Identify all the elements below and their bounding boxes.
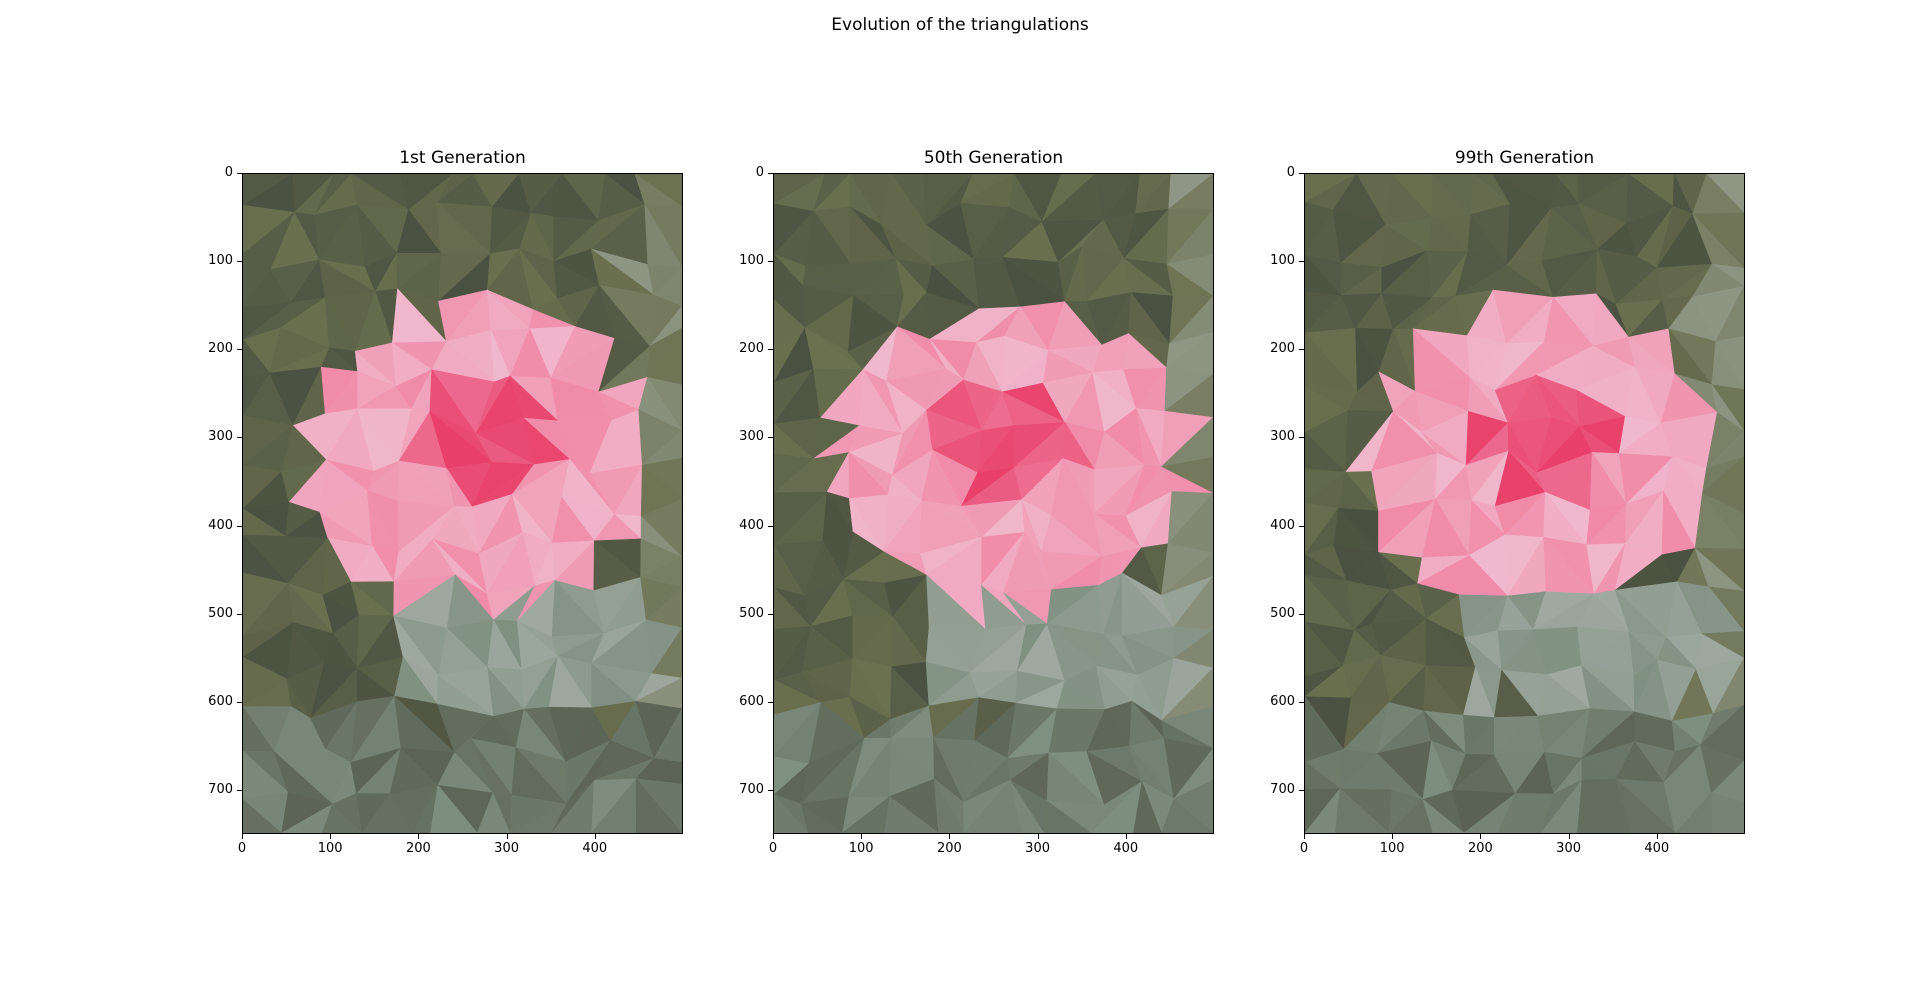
y-tick-mark	[237, 261, 242, 263]
x-tick-mark	[506, 834, 508, 839]
y-tick-mark	[768, 789, 773, 791]
y-tick-mark	[237, 789, 242, 791]
y-tick-label: 100	[1270, 253, 1295, 269]
y-tick-mark	[768, 613, 773, 615]
y-tick-mark	[1299, 525, 1304, 527]
y-tick-mark	[1299, 173, 1304, 174]
x-tick-label: 0	[1299, 841, 1309, 856]
x-tick-mark	[418, 834, 420, 839]
y-tick-label: 200	[739, 341, 764, 357]
y-tick-label: 700	[1270, 781, 1295, 797]
y-tick-mark	[237, 173, 242, 174]
y-tick-mark	[1299, 701, 1304, 703]
triangulated-pink-flower-icon	[774, 174, 1213, 833]
y-tick-mark	[768, 701, 773, 703]
y-tick-label: 700	[739, 781, 764, 797]
x-tick-mark	[1125, 834, 1127, 839]
triangulated-image	[242, 173, 683, 834]
x-tick-label: 300	[494, 841, 519, 856]
figure-suptitle: Evolution of the triangulations	[831, 15, 1089, 35]
triangulated-pink-flower-icon	[1305, 174, 1744, 833]
triangulated-image	[773, 173, 1214, 834]
y-tick-mark	[768, 437, 773, 439]
y-tick-label: 300	[208, 429, 233, 445]
x-tick-label: 200	[1467, 841, 1493, 856]
x-tick-label: 0	[768, 841, 778, 856]
y-tick-label: 300	[1270, 429, 1295, 445]
y-tick-label: 600	[1270, 693, 1295, 709]
panel-title: 1st Generation	[399, 148, 526, 168]
y-tick-mark	[1299, 437, 1304, 439]
x-tick-mark	[861, 834, 863, 839]
panel-title: 99th Generation	[1454, 148, 1595, 168]
y-tick-mark	[1299, 613, 1304, 615]
x-tick-label: 200	[936, 841, 962, 856]
y-tick-label: 500	[1270, 605, 1295, 621]
y-tick-label: 600	[739, 693, 764, 709]
y-tick-label: 100	[739, 253, 764, 269]
x-tick-label: 200	[405, 841, 431, 856]
y-tick-mark	[768, 173, 773, 174]
y-tick-label: 200	[1270, 341, 1295, 357]
x-tick-label: 100	[1379, 841, 1405, 856]
y-tick-mark	[1299, 789, 1304, 791]
x-tick-mark	[1392, 834, 1394, 839]
x-tick-mark	[1568, 834, 1570, 839]
y-tick-mark	[768, 349, 773, 351]
x-tick-mark	[1037, 834, 1039, 839]
x-tick-label: 400	[582, 841, 608, 856]
x-tick-label: 100	[317, 841, 343, 856]
x-tick-mark	[594, 834, 596, 839]
x-tick-mark	[242, 834, 243, 839]
x-tick-label: 400	[1113, 841, 1139, 856]
y-tick-label: 0	[224, 165, 233, 180]
triangulated-image	[1304, 173, 1745, 834]
x-tick-label: 0	[237, 841, 247, 856]
y-tick-label: 300	[739, 429, 764, 445]
x-tick-label: 300	[1025, 841, 1050, 856]
x-tick-mark	[773, 834, 774, 839]
panel-title: 50th Generation	[923, 148, 1064, 168]
y-tick-label: 400	[208, 517, 233, 533]
y-tick-mark	[237, 525, 242, 527]
x-tick-label: 100	[848, 841, 874, 856]
y-tick-label: 200	[208, 341, 233, 357]
y-tick-label: 0	[755, 165, 764, 180]
y-tick-mark	[768, 261, 773, 263]
y-tick-label: 500	[739, 605, 764, 621]
y-tick-mark	[237, 613, 242, 615]
y-tick-mark	[237, 349, 242, 351]
y-tick-mark	[237, 437, 242, 439]
y-tick-label: 600	[208, 693, 233, 709]
x-tick-label: 400	[1644, 841, 1670, 856]
y-tick-label: 400	[739, 517, 764, 533]
x-tick-mark	[1480, 834, 1482, 839]
x-tick-mark	[330, 834, 332, 839]
x-tick-label: 300	[1556, 841, 1581, 856]
y-tick-mark	[768, 525, 773, 527]
triangulated-pink-flower-icon	[243, 174, 682, 833]
y-tick-mark	[1299, 261, 1304, 263]
x-tick-mark	[1304, 834, 1305, 839]
x-tick-mark	[1656, 834, 1658, 839]
y-tick-mark	[237, 701, 242, 703]
x-tick-mark	[949, 834, 951, 839]
y-tick-label: 500	[208, 605, 233, 621]
y-tick-label: 100	[208, 253, 233, 269]
y-tick-mark	[1299, 349, 1304, 351]
y-tick-label: 700	[208, 781, 233, 797]
y-tick-label: 400	[1270, 517, 1295, 533]
y-tick-label: 0	[1286, 165, 1295, 180]
